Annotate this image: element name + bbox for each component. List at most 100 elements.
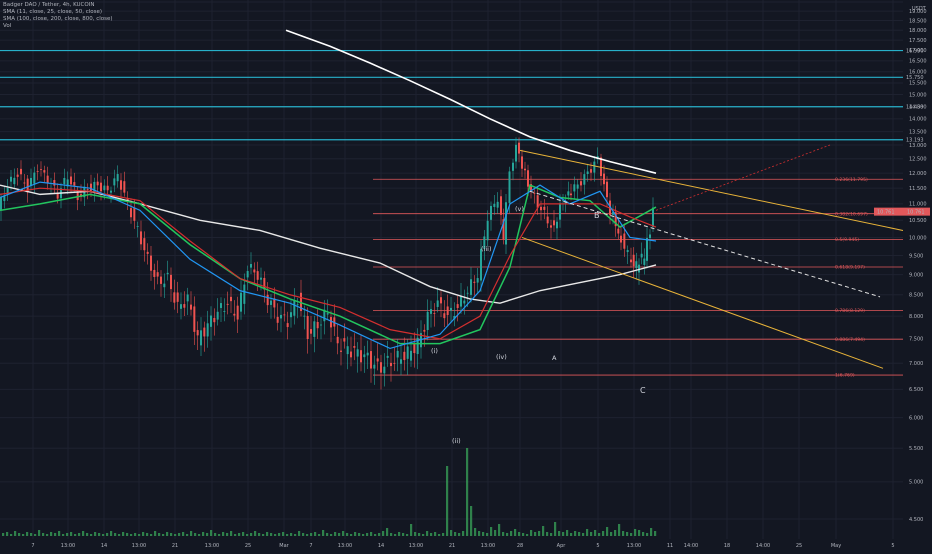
candle-body xyxy=(206,323,209,337)
fib-level-label: 1(6.769) xyxy=(835,373,855,379)
candle-body xyxy=(130,208,132,218)
volume-bar xyxy=(254,531,257,536)
candle-body xyxy=(73,182,76,186)
volume-bar xyxy=(466,448,469,536)
volume-bar xyxy=(434,532,437,536)
candle-body xyxy=(46,175,49,184)
candle-body xyxy=(564,202,567,204)
candle-body xyxy=(406,346,409,359)
price-tick-label: 13.000 xyxy=(909,143,927,149)
volume-bar xyxy=(302,533,305,536)
candle-body xyxy=(646,237,648,261)
volume-bar xyxy=(238,533,241,536)
volume-bar xyxy=(366,533,369,536)
candle-body xyxy=(356,349,359,357)
volume-bar xyxy=(186,534,189,536)
volume-bar xyxy=(502,532,505,536)
volume-bar xyxy=(510,531,513,536)
volume-bar xyxy=(102,534,105,536)
candle-body xyxy=(273,298,276,308)
candle-body xyxy=(390,362,392,367)
candle-body xyxy=(90,183,92,191)
resistance-price-tag-label: 13.193 xyxy=(906,138,924,144)
volume-bar xyxy=(414,532,417,536)
price-tick-label: 6.500 xyxy=(909,387,923,393)
candle-body xyxy=(546,216,549,224)
volume-bar xyxy=(506,533,509,536)
volume-bar xyxy=(338,533,341,536)
volume-bar xyxy=(418,533,421,536)
price-tick-label: 9.000 xyxy=(909,272,923,278)
volume-bar xyxy=(358,533,361,536)
candle-body xyxy=(233,313,236,316)
time-tick-label: 13:00 xyxy=(205,543,219,549)
candle-body xyxy=(630,259,632,263)
volume-bar xyxy=(394,534,397,536)
volume-bar xyxy=(34,534,37,536)
volume-bar xyxy=(398,532,401,536)
price-tick-label: 18.500 xyxy=(909,18,927,24)
candle-body xyxy=(416,337,419,355)
candle-body xyxy=(580,181,582,186)
volume-bar xyxy=(370,532,373,536)
price-tick-label: 15.000 xyxy=(909,92,927,98)
time-tick-label: 18 xyxy=(724,543,730,549)
volume-bar xyxy=(426,531,429,536)
price-tick-label: 12.500 xyxy=(909,157,927,163)
candle-body xyxy=(466,292,469,294)
volume-bar xyxy=(10,534,13,536)
candle-body xyxy=(140,231,142,245)
time-tick-label: 21 xyxy=(172,543,178,549)
price-tick-label: 12.000 xyxy=(909,171,927,177)
volume-bar xyxy=(294,534,297,536)
volume-bar xyxy=(234,534,237,536)
candle-body xyxy=(533,192,536,194)
candle-body xyxy=(476,278,479,283)
volume-bar xyxy=(430,533,433,536)
candle-body xyxy=(623,233,626,249)
candle-body xyxy=(340,350,342,352)
volume-bar xyxy=(538,531,541,536)
volume-bar xyxy=(118,534,121,536)
candle-body xyxy=(383,366,386,374)
volume-bar xyxy=(242,532,245,536)
candle-body xyxy=(290,312,292,318)
resistance-price-tag-label: 14.489 xyxy=(906,105,924,111)
candle-body xyxy=(567,191,570,196)
volume-bar xyxy=(630,533,633,536)
volume-bar xyxy=(382,531,385,536)
volume-bar xyxy=(626,532,629,536)
candle-body xyxy=(23,182,26,184)
volume-bar xyxy=(602,531,605,536)
price-tick-label: 8.500 xyxy=(909,293,923,299)
price-tick-label: 14.000 xyxy=(909,117,927,123)
candle-body xyxy=(36,171,39,172)
volume-bar xyxy=(654,531,657,536)
candle-body xyxy=(323,309,326,322)
candle-body xyxy=(593,161,596,173)
candle-body xyxy=(614,212,617,227)
volume-bar xyxy=(530,530,533,536)
volume-bar xyxy=(286,534,289,536)
candle-body xyxy=(306,316,309,339)
volume-bar xyxy=(130,534,133,536)
volume-bar xyxy=(402,533,405,536)
candle-body xyxy=(163,283,166,288)
volume-bar xyxy=(578,532,581,536)
volume-bar xyxy=(22,534,25,536)
candle-body xyxy=(226,303,229,305)
volume-bar xyxy=(526,534,529,536)
resistance-price-tag-label: 15.750 xyxy=(906,75,924,81)
candle-body xyxy=(33,172,36,184)
time-tick-label: 5 xyxy=(891,543,894,549)
candle-body xyxy=(603,173,605,185)
candle-body xyxy=(160,276,162,284)
sma-11-line xyxy=(0,181,657,350)
candle-body xyxy=(320,324,322,326)
volume-bar xyxy=(222,532,225,536)
candle-body xyxy=(26,178,29,193)
chart-legend: Badger DAO / Tether, 4h, KUCOIN SMA (11,… xyxy=(3,2,113,30)
volume-bar xyxy=(210,530,213,536)
